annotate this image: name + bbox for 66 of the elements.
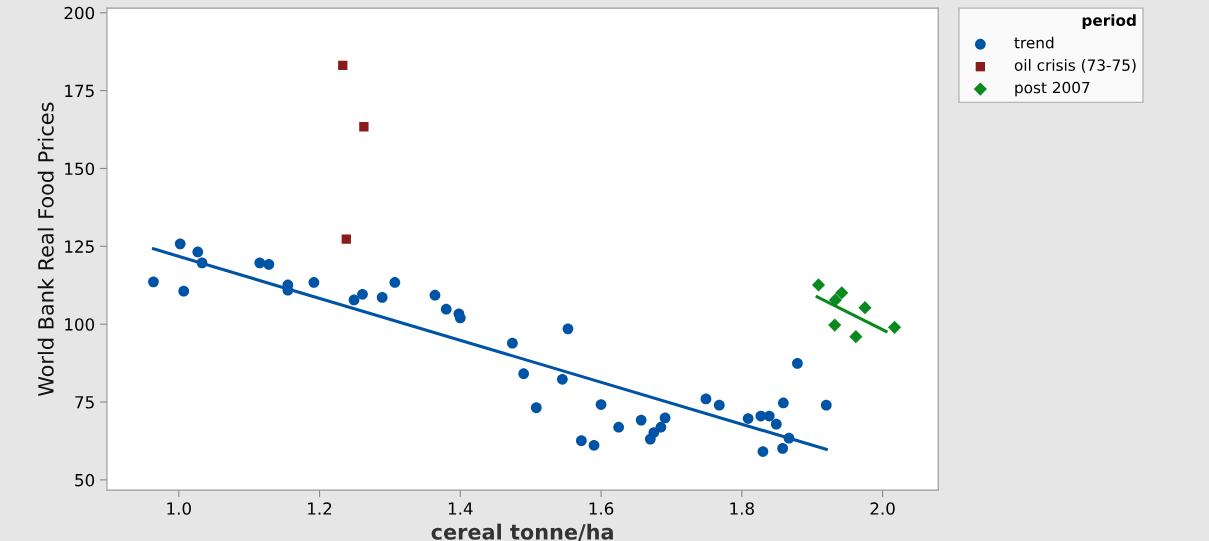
point: [178, 285, 190, 297]
point: [530, 402, 542, 414]
point: [613, 421, 625, 433]
point: [376, 292, 388, 303]
x-tick-label: 1.0: [167, 502, 191, 515]
point: [835, 286, 849, 300]
y-tick-label: 125: [65, 240, 94, 253]
point: [828, 318, 842, 332]
point: [635, 414, 647, 426]
point: [700, 393, 712, 405]
point: [792, 358, 803, 369]
legend-label: oil crisis (73-75): [1014, 59, 1136, 73]
point: [820, 399, 832, 411]
point: [429, 289, 441, 301]
point: [348, 294, 360, 306]
x-tick-label: 1.2: [308, 502, 332, 515]
point: [440, 303, 452, 315]
legend-label: post 2007: [1015, 81, 1090, 97]
y-tick-label: 100: [65, 318, 95, 331]
point: [556, 373, 568, 385]
point: [777, 443, 789, 454]
point: [828, 293, 843, 307]
x-tick-label: 1.6: [589, 502, 614, 515]
x-tick-label: 1.8: [730, 502, 754, 515]
y-tick-label: 50: [75, 473, 95, 487]
point: [742, 413, 754, 424]
point: [263, 259, 275, 270]
point: [777, 397, 789, 409]
point: [308, 277, 320, 288]
x-tick-label: 1.4: [448, 502, 473, 515]
point: [770, 418, 782, 430]
point: [389, 277, 401, 288]
y-tick-label: 200: [64, 6, 95, 20]
point: [858, 301, 872, 315]
y-tick-label: 75: [75, 396, 94, 409]
point: [595, 399, 607, 410]
point: [254, 257, 266, 269]
legend-label: trend: [1014, 36, 1054, 49]
point: [196, 257, 208, 269]
point: [811, 278, 826, 292]
point: [655, 421, 667, 433]
legend-title: period: [1082, 14, 1136, 30]
point: [507, 337, 518, 349]
point: [359, 122, 369, 132]
point: [648, 427, 660, 438]
y-tick-label: 175: [65, 84, 94, 98]
point: [887, 320, 902, 334]
y-axis-title: World Bank Real Food Prices: [37, 102, 54, 396]
point: [341, 234, 351, 244]
point: [849, 330, 863, 344]
point: [338, 60, 348, 71]
point: [713, 399, 725, 411]
y-tick-label: 150: [65, 162, 95, 176]
point: [518, 368, 530, 380]
point: [562, 323, 574, 335]
point: [357, 288, 368, 300]
point: [783, 432, 795, 444]
point: [575, 435, 587, 447]
point: [192, 246, 204, 258]
point: [757, 446, 769, 457]
point: [588, 439, 600, 451]
x-tick-label: 2.0: [870, 502, 895, 515]
x-axis-title: cereal tonne/ha: [431, 523, 613, 541]
point: [148, 276, 159, 288]
point: [659, 412, 671, 424]
point: [174, 238, 186, 250]
